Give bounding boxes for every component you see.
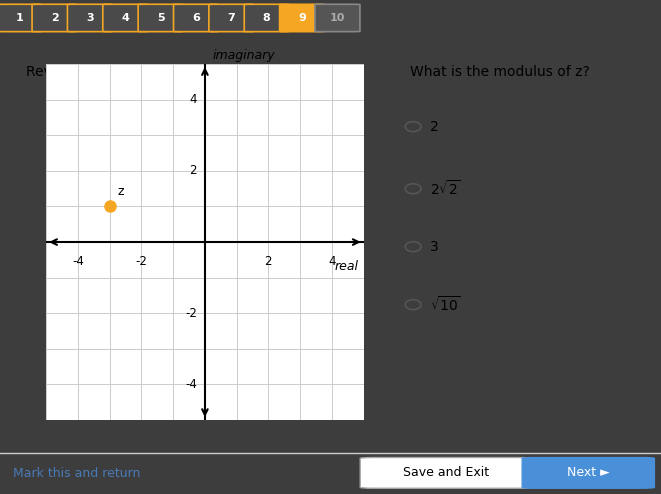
FancyBboxPatch shape [67, 4, 112, 32]
FancyBboxPatch shape [280, 4, 325, 32]
Text: 9: 9 [298, 13, 306, 23]
Text: -2: -2 [136, 254, 147, 268]
Text: 4: 4 [190, 93, 197, 106]
FancyBboxPatch shape [173, 4, 219, 32]
Text: 10: 10 [330, 13, 345, 23]
Text: -4: -4 [72, 254, 84, 268]
FancyBboxPatch shape [32, 4, 77, 32]
Text: Save and Exit: Save and Exit [403, 466, 489, 479]
FancyBboxPatch shape [360, 457, 532, 488]
Text: 7: 7 [227, 13, 235, 23]
Text: z: z [118, 185, 124, 198]
Text: Review the graph of complex number z.: Review the graph of complex number z. [26, 65, 304, 79]
Text: 1: 1 [15, 13, 23, 23]
FancyBboxPatch shape [138, 4, 183, 32]
Text: 6: 6 [192, 13, 200, 23]
FancyBboxPatch shape [0, 4, 42, 32]
Text: -4: -4 [185, 378, 197, 391]
Text: 3: 3 [86, 13, 94, 23]
Text: 2: 2 [264, 254, 272, 268]
Text: 4: 4 [328, 254, 336, 268]
FancyBboxPatch shape [103, 4, 148, 32]
Text: real: real [334, 260, 359, 273]
Text: 4: 4 [122, 13, 129, 23]
Text: 2: 2 [430, 120, 438, 134]
Text: What is the modulus of z?: What is the modulus of z? [410, 65, 590, 79]
Text: Next ►: Next ► [567, 466, 609, 479]
Text: imaginary: imaginary [213, 49, 276, 62]
FancyBboxPatch shape [315, 4, 360, 32]
Text: 5: 5 [157, 13, 165, 23]
Text: Mark this and return: Mark this and return [13, 467, 141, 481]
Text: 3: 3 [430, 240, 438, 254]
FancyBboxPatch shape [209, 4, 254, 32]
Text: $\sqrt{10}$: $\sqrt{10}$ [430, 295, 461, 314]
FancyBboxPatch shape [522, 457, 654, 488]
Text: $2\sqrt{2}$: $2\sqrt{2}$ [430, 179, 461, 198]
Text: -2: -2 [185, 307, 197, 320]
Text: 2: 2 [190, 165, 197, 177]
Text: 2: 2 [51, 13, 58, 23]
FancyBboxPatch shape [245, 4, 290, 32]
Text: 8: 8 [263, 13, 270, 23]
